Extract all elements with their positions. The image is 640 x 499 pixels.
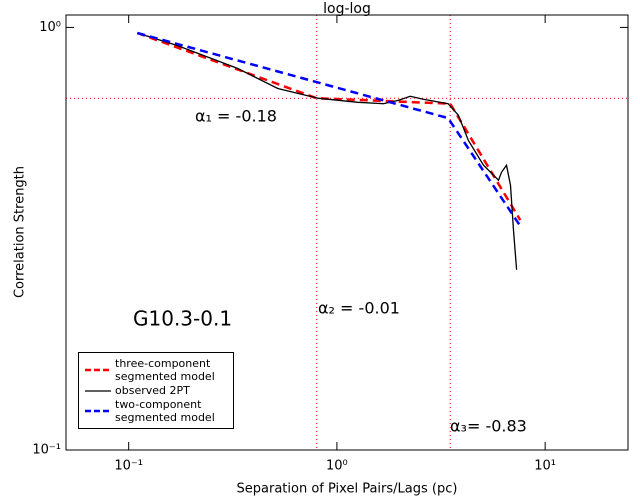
legend-label: two-component segmented model xyxy=(115,398,215,424)
legend-swatch xyxy=(85,368,111,372)
legend-label: three-component segmented model xyxy=(115,357,215,383)
y-axis-label: Correlation Strength xyxy=(13,166,28,298)
annotation: α₂ = -0.01 xyxy=(318,299,400,318)
legend-entry: two-component segmented model xyxy=(81,398,231,424)
legend-label: observed 2PT xyxy=(115,384,190,397)
y-tick-label: 10⁻¹ xyxy=(32,443,61,458)
legend-swatch xyxy=(85,409,111,413)
legend-entry: three-component segmented model xyxy=(81,357,231,383)
legend-entry: observed 2PT xyxy=(81,384,231,397)
legend: three-component segmented model observed … xyxy=(78,352,234,429)
series-line xyxy=(137,32,518,270)
plot-frame xyxy=(65,14,629,451)
x-axis-label: Separation of Pixel Pairs/Lags (pc) xyxy=(237,482,458,497)
series-line xyxy=(136,31,522,228)
y-tick-label: 10⁰ xyxy=(39,20,61,35)
annotation: G10.3-0.1 xyxy=(133,307,232,331)
annotation: α₁ = -0.18 xyxy=(195,107,277,126)
x-tick-label: 10⁰ xyxy=(326,459,348,474)
annotation: α₃= -0.83 xyxy=(450,417,527,436)
legend-swatch xyxy=(85,389,111,392)
chart-title: log-log xyxy=(323,1,371,17)
x-tick-label: 10⁻¹ xyxy=(114,459,143,474)
series-line xyxy=(136,31,522,221)
x-tick-label: 10¹ xyxy=(534,459,556,474)
